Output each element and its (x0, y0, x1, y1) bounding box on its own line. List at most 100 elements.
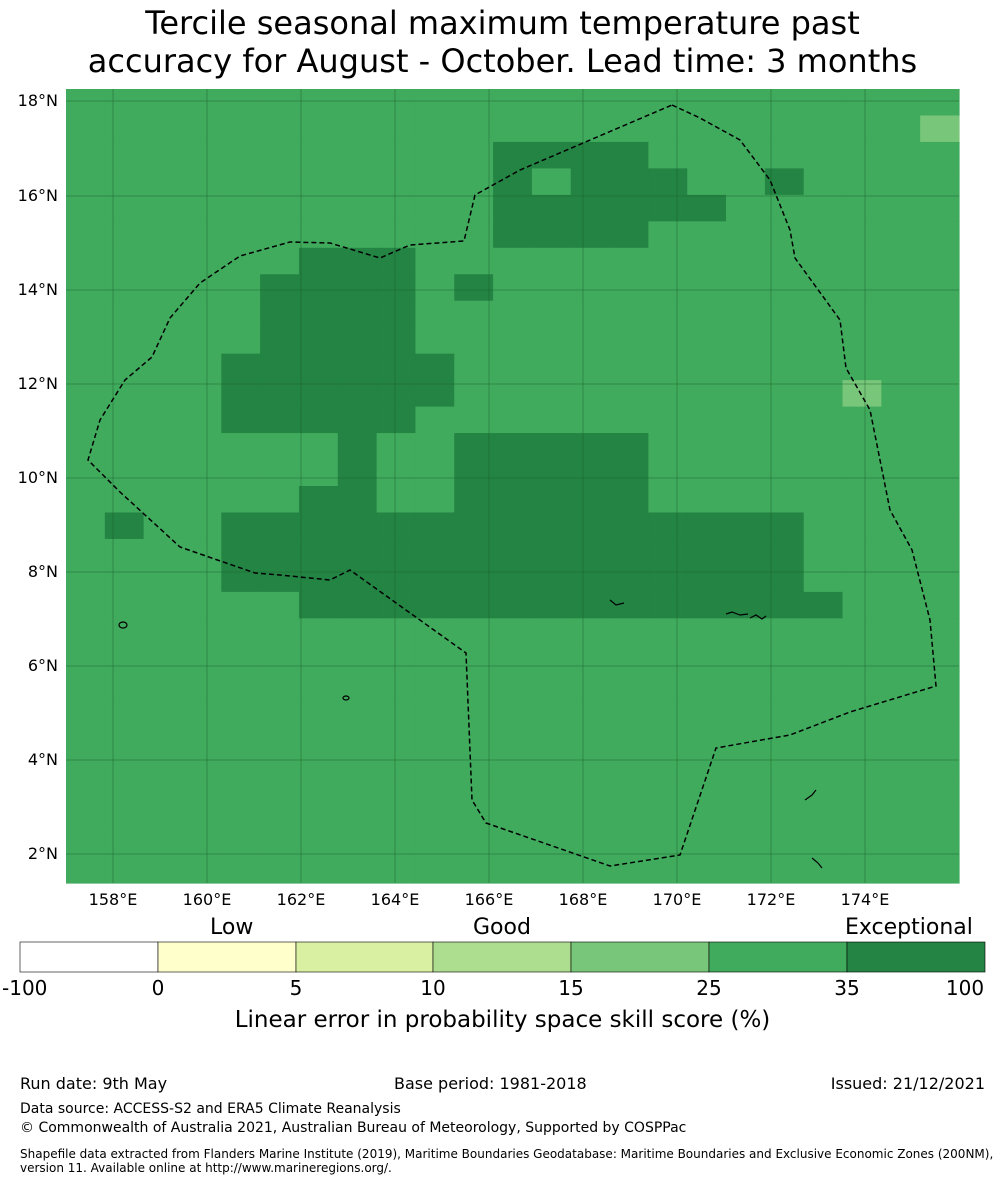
grid-cell (881, 512, 921, 540)
grid-cell (726, 115, 766, 143)
grid-cell (842, 512, 882, 540)
grid-cell (570, 777, 611, 805)
grid-cell (415, 512, 455, 540)
grid-cell (260, 380, 300, 408)
grid-cell (66, 777, 106, 805)
grid-cell (260, 353, 300, 381)
grid-cell (764, 459, 805, 487)
grid-cell (260, 724, 300, 752)
grid-cell (687, 671, 727, 699)
grid-cell (221, 538, 261, 566)
grid-cell (570, 194, 611, 222)
grid-cell (687, 115, 727, 143)
grid-cell (881, 777, 921, 805)
grid-cell (454, 115, 494, 143)
grid-cell (726, 512, 766, 540)
grid-cell (298, 750, 339, 778)
grid-cell (104, 274, 145, 302)
colorbar-tick: 25 (696, 976, 722, 1000)
grid-cell (881, 406, 921, 434)
grid-cell (803, 777, 844, 805)
lon-label: 172°E (746, 890, 796, 909)
grid-cell (531, 247, 572, 275)
grid-cell (298, 247, 339, 275)
grid-cell (415, 671, 455, 699)
grid-cell (687, 194, 727, 222)
grid-cell (648, 433, 688, 461)
grid-cell (493, 353, 533, 381)
grid-cell (881, 141, 921, 169)
grid-cell (66, 591, 106, 619)
grid-cell (337, 830, 378, 858)
grid-cell (493, 486, 533, 514)
grid-cell (764, 697, 805, 725)
grid-cell (376, 671, 417, 699)
grid-cell (687, 459, 727, 487)
grid-cell (842, 486, 882, 514)
grid-cell (609, 168, 649, 196)
grid-cell (376, 777, 417, 805)
run-date: Run date: 9th May (20, 1074, 168, 1093)
lon-label: 166°E (464, 890, 514, 909)
grid-cell (104, 433, 145, 461)
grid-cell (104, 803, 145, 831)
grid-cell (609, 327, 649, 355)
colorbar-tick: 15 (558, 976, 584, 1000)
grid-cell (415, 486, 455, 514)
grid-cell (376, 750, 417, 778)
grid-cell (415, 406, 455, 434)
grid-cell (842, 168, 882, 196)
grid-cell (260, 141, 300, 169)
grid-cell (221, 194, 261, 222)
grid-cell (531, 115, 572, 143)
grid-cell (493, 856, 533, 884)
grid-cell (920, 274, 960, 302)
grid-cell (298, 433, 339, 461)
grid-cell (260, 750, 300, 778)
grid-cell (415, 856, 455, 884)
grid-cell (104, 300, 145, 328)
grid-cell (531, 671, 572, 699)
colorbar-segment (432, 941, 572, 973)
grid-cell (143, 247, 184, 275)
grid-cell (104, 459, 145, 487)
grid-cell (803, 89, 844, 117)
grid-cell (66, 247, 106, 275)
grid-cell (920, 406, 960, 434)
grid-cell (493, 591, 533, 619)
grid-cell (920, 538, 960, 566)
grid-cell (648, 141, 688, 169)
grid-cell (920, 380, 960, 408)
grid-cell (842, 538, 882, 566)
grid-cell (803, 353, 844, 381)
grid-cell (803, 433, 844, 461)
grid-cell (182, 353, 222, 381)
grid-cell (104, 671, 145, 699)
grid-cell (920, 221, 960, 249)
grid-cell (104, 141, 145, 169)
grid-cell (648, 353, 688, 381)
grid-cell (803, 168, 844, 196)
grid-cell (415, 89, 455, 117)
grid-cell (66, 565, 106, 593)
grid-cell (104, 380, 145, 408)
grid-cell (570, 486, 611, 514)
grid-cell (609, 618, 649, 646)
grid-cell (415, 327, 455, 355)
grid-cell (143, 300, 184, 328)
grid-cell (376, 565, 417, 593)
grid-cell (764, 194, 805, 222)
grid-cell (66, 486, 106, 514)
grid-cell (609, 406, 649, 434)
grid-cell (337, 406, 378, 434)
lat-label: 18°N (17, 91, 58, 110)
grid-cell (493, 644, 533, 672)
grid-cell (376, 221, 417, 249)
grid-cell (376, 433, 417, 461)
grid-cell (920, 856, 960, 884)
grid-cell (842, 327, 882, 355)
lat-label: 2°N (27, 844, 58, 863)
grid-cell (531, 697, 572, 725)
grid-cell (842, 300, 882, 328)
grid-cell (260, 644, 300, 672)
